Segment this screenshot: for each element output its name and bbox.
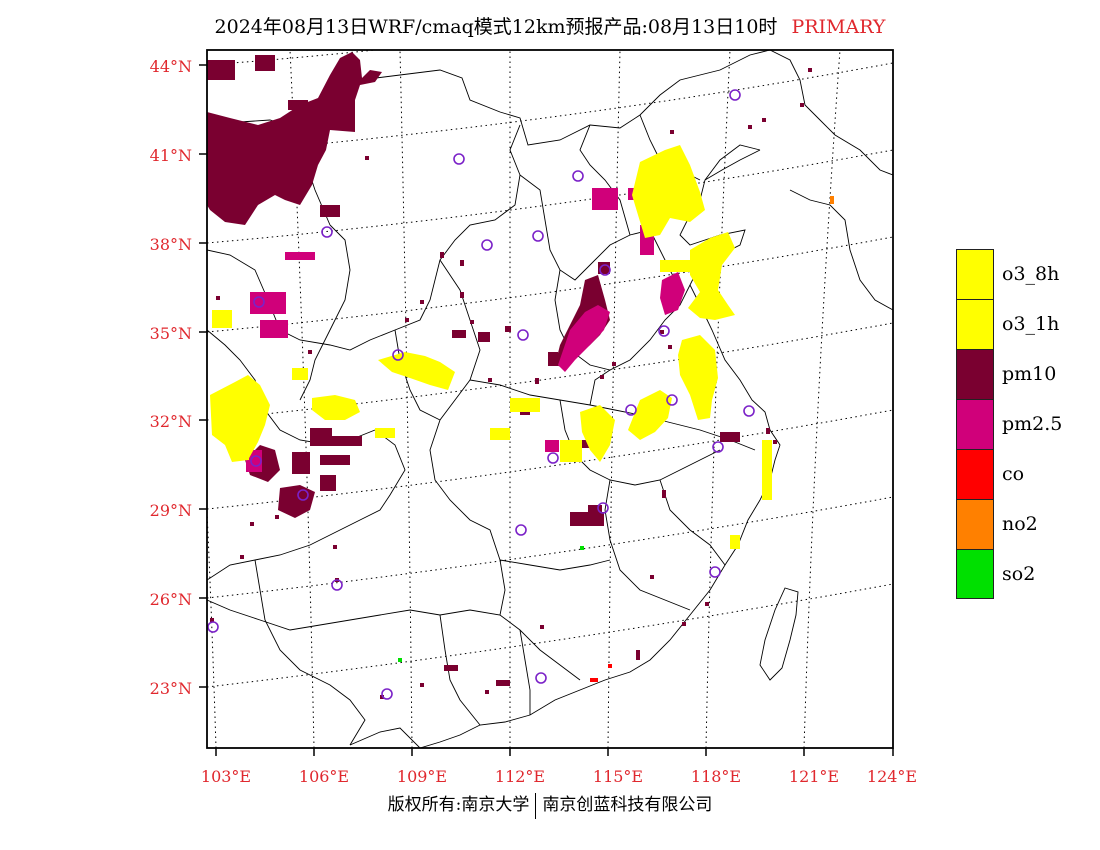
title-tag: PRIMARY [791, 16, 886, 38]
map-frame [206, 49, 894, 749]
parallel-line [207, 236, 893, 333]
legend-item-pm10: pm10 [956, 349, 1062, 399]
so2-cells [398, 546, 584, 662]
title-main: 2024年08月13日WRF/cmaq模式12km预报产品:08月13日10时 [214, 16, 778, 38]
pollutant-legend: o3_8h o3_1h pm10 pm2.5 co no2 so2 [956, 249, 1062, 599]
legend-swatch [956, 249, 994, 299]
map-title: 2024年08月13日WRF/cmaq模式12km预报产品:08月13日10时 P… [0, 12, 1100, 39]
pollutant-overlay [207, 52, 834, 700]
legend-label: co [1002, 463, 1025, 485]
legend-item-no2: no2 [956, 499, 1062, 549]
legend-swatch [956, 499, 994, 549]
legend-label: so2 [1002, 563, 1036, 585]
lat-label-26: 26°N [150, 590, 192, 609]
legend-label: pm10 [1002, 363, 1057, 385]
lon-label-118: 118°E [691, 767, 741, 786]
lon-label-121: 121°E [789, 767, 839, 786]
parallel-line [207, 149, 893, 244]
longitude-labels: 103°E 106°E 109°E 112°E 115°E 118°E 121°… [201, 767, 917, 786]
legend-item-so2: so2 [956, 549, 1062, 599]
meridian-line [892, 736, 893, 748]
lon-label-124: 124°E [867, 767, 917, 786]
parallel-line [207, 50, 381, 66]
lat-label-44: 44°N [150, 57, 192, 76]
lat-label-32: 32°N [150, 412, 192, 431]
city-markers [207, 89, 755, 700]
meridian-line [607, 50, 621, 748]
latitude-labels: 44°N 41°N 38°N 35°N 32°N 29°N 26°N 23°N [150, 57, 192, 698]
parallel-line [207, 322, 893, 421]
legend-label: o3_1h [1002, 313, 1060, 335]
scattered-pm10-cells [210, 68, 812, 699]
legend-swatch [956, 349, 994, 399]
legend-item-o3-8h: o3_8h [956, 249, 1062, 299]
legend-swatch [956, 449, 994, 499]
lat-label-41: 41°N [150, 146, 192, 165]
graticule [207, 50, 893, 748]
meridian-line [803, 50, 841, 748]
co-cells [590, 664, 612, 682]
footer-separator [535, 792, 537, 819]
axis-ticks [199, 64, 894, 756]
legend-item-co: co [956, 449, 1062, 499]
o3-regions [210, 145, 772, 549]
legend-swatch [956, 549, 994, 599]
lat-label-29: 29°N [150, 501, 192, 520]
parallel-line [207, 583, 893, 688]
legend-label: pm2.5 [1002, 413, 1063, 435]
legend-item-o3-1h: o3_1h [956, 299, 1062, 349]
copyright-footer: 版权所有:南京大学 南京创蓝科技有限公司 [0, 790, 1100, 819]
parallel-line [207, 409, 893, 510]
lon-label-109: 109°E [397, 767, 447, 786]
no2-cells [830, 196, 834, 204]
lon-label-115: 115°E [593, 767, 643, 786]
footer-left: 版权所有:南京大学 [387, 795, 530, 815]
parallel-line [207, 496, 893, 599]
legend-label: no2 [1002, 513, 1038, 535]
lat-label-35: 35°N [150, 324, 192, 343]
lon-label-112: 112°E [495, 767, 545, 786]
pm25-regions [246, 188, 685, 472]
legend-item-pm25: pm2.5 [956, 399, 1062, 449]
lon-label-106: 106°E [299, 767, 349, 786]
lat-label-38: 38°N [150, 235, 192, 254]
legend-swatch [956, 299, 994, 349]
lat-label-23: 23°N [150, 679, 192, 698]
legend-label: o3_8h [1002, 263, 1060, 285]
footer-right: 南京创蓝科技有限公司 [542, 795, 713, 815]
lon-label-103: 103°E [201, 767, 251, 786]
legend-swatch [956, 399, 994, 449]
meridian-line [399, 50, 413, 748]
